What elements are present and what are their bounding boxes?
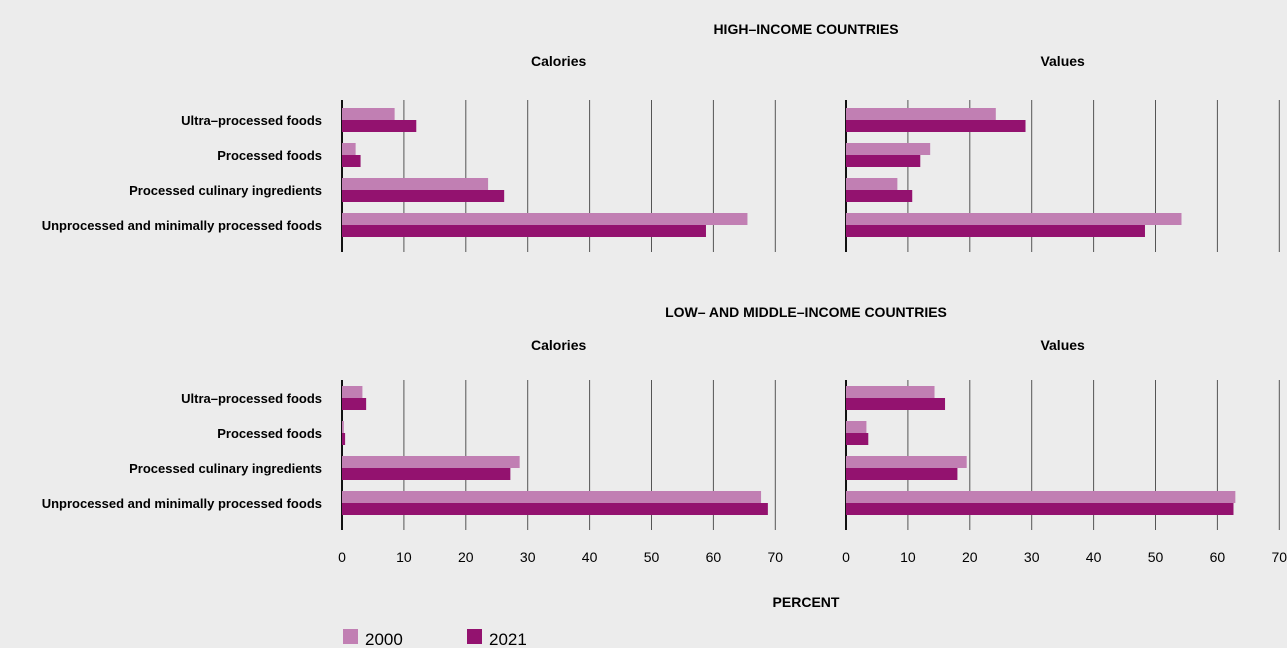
group-title-1: LOW– AND MIDDLE–INCOME COUNTRIES [665, 304, 947, 320]
x-tick-label-0-70: 70 [768, 549, 784, 565]
bar-2000-1-1-1 [846, 421, 867, 433]
bar-2000-1-1-2 [846, 456, 967, 468]
x-tick-label-1-20: 20 [962, 549, 978, 565]
category-label-0-3: Unprocessed and minimally processed food… [42, 218, 322, 233]
bar-2021-1-0-3 [342, 503, 768, 515]
x-tick-label-1-50: 50 [1148, 549, 1164, 565]
bar-2021-0-0-1 [342, 155, 361, 167]
legend-label-2021: 2021 [489, 630, 527, 648]
bar-2021-0-1-2 [846, 190, 913, 202]
legend-swatch-2000 [343, 629, 358, 644]
bar-2021-0-0-0 [342, 120, 417, 132]
category-label-1-2: Processed culinary ingredients [129, 461, 322, 476]
x-tick-label-0-20: 20 [458, 549, 474, 565]
bar-2000-1-1-3 [846, 491, 1236, 503]
bar-2000-1-0-2 [342, 456, 520, 468]
bar-2000-0-1-1 [846, 143, 931, 155]
bar-2000-1-1-0 [846, 386, 935, 398]
category-label-1-3: Unprocessed and minimally processed food… [42, 496, 322, 511]
x-tick-label-0-50: 50 [644, 549, 660, 565]
group-title-0: HIGH–INCOME COUNTRIES [713, 21, 898, 37]
category-label-0-2: Processed culinary ingredients [129, 183, 322, 198]
x-tick-label-0-10: 10 [396, 549, 412, 565]
bar-2000-0-0-2 [342, 178, 489, 190]
panel-subtitle-0-0: Calories [531, 53, 586, 69]
x-tick-label-1-60: 60 [1210, 549, 1226, 565]
x-tick-label-0-60: 60 [706, 549, 722, 565]
bar-2000-0-1-2 [846, 178, 898, 190]
bar-2021-0-1-3 [846, 225, 1145, 237]
bar-2000-1-0-3 [342, 491, 762, 503]
category-label-0-0: Ultra–processed foods [181, 113, 322, 128]
x-tick-label-0-40: 40 [582, 549, 598, 565]
bar-2021-0-0-2 [342, 190, 505, 202]
x-axis-label: PERCENT [773, 594, 840, 610]
bar-2021-1-0-1 [342, 433, 346, 445]
bar-2021-1-0-0 [342, 398, 367, 410]
x-tick-label-0-30: 30 [520, 549, 536, 565]
x-tick-label-1-40: 40 [1086, 549, 1102, 565]
bar-2000-0-1-3 [846, 213, 1182, 225]
bar-2021-1-1-1 [846, 433, 869, 445]
x-tick-label-0-0: 0 [338, 549, 346, 565]
bar-2021-0-0-3 [342, 225, 706, 237]
category-label-1-1: Processed foods [217, 426, 322, 441]
legend-label-2000: 2000 [365, 630, 403, 648]
x-tick-label-1-10: 10 [900, 549, 916, 565]
legend-swatch-2021 [467, 629, 482, 644]
bar-2000-0-0-1 [342, 143, 356, 155]
bar-2021-1-1-0 [846, 398, 946, 410]
x-tick-label-1-30: 30 [1024, 549, 1040, 565]
bar-2000-1-0-0 [342, 386, 363, 398]
bar-2000-0-0-0 [342, 108, 395, 120]
bar-2021-0-1-0 [846, 120, 1026, 132]
panel-subtitle-1-1: Values [1040, 337, 1085, 353]
category-label-0-1: Processed foods [217, 148, 322, 163]
category-label-1-0: Ultra–processed foods [181, 391, 322, 406]
bar-2021-1-0-2 [342, 468, 511, 480]
bar-2021-1-1-2 [846, 468, 958, 480]
bar-2021-0-1-1 [846, 155, 921, 167]
bar-2000-1-0-1 [342, 421, 344, 433]
panel-subtitle-0-1: Values [1040, 53, 1085, 69]
x-tick-label-1-0: 0 [842, 549, 850, 565]
bar-2000-0-1-0 [846, 108, 996, 120]
x-tick-label-1-70: 70 [1272, 549, 1287, 565]
bar-2000-0-0-3 [342, 213, 748, 225]
panel-subtitle-1-0: Calories [531, 337, 586, 353]
bar-2021-1-1-3 [846, 503, 1234, 515]
